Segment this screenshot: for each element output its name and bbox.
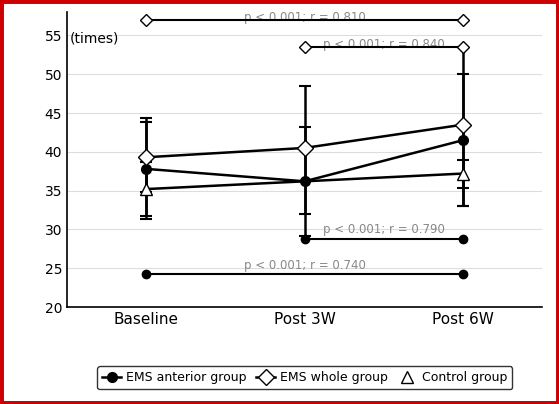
Text: p < 0.001; r = 0.810: p < 0.001; r = 0.810 <box>244 11 366 24</box>
Text: p < 0.001; r = 0.790: p < 0.001; r = 0.790 <box>323 223 445 236</box>
Text: (times): (times) <box>70 32 120 46</box>
Text: p < 0.001; r = 0.840: p < 0.001; r = 0.840 <box>323 38 445 51</box>
Text: p < 0.001; r = 0.740: p < 0.001; r = 0.740 <box>244 259 366 272</box>
Legend: EMS anterior group, EMS whole group, Control group: EMS anterior group, EMS whole group, Con… <box>97 366 512 389</box>
